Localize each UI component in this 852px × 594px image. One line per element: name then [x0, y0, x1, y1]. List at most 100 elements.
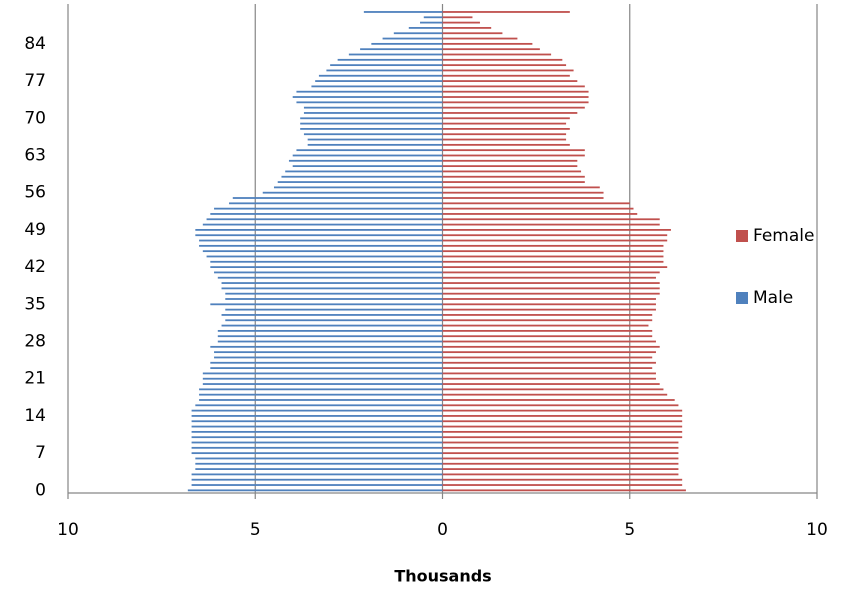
bar	[296, 90, 443, 93]
bar	[300, 128, 443, 130]
bar	[442, 11, 570, 13]
bar	[292, 154, 443, 157]
bar	[442, 473, 679, 476]
bar	[330, 64, 443, 67]
bar	[191, 484, 443, 486]
bar	[348, 53, 443, 56]
bar	[225, 319, 443, 322]
bar	[393, 32, 443, 35]
bar	[442, 213, 638, 215]
bar	[408, 27, 443, 29]
legend-swatch	[736, 230, 748, 242]
bar	[442, 276, 656, 279]
bar	[442, 159, 578, 162]
bar	[442, 415, 683, 417]
bar	[191, 420, 443, 423]
bar	[229, 202, 443, 205]
bar	[191, 446, 443, 449]
bar	[442, 335, 653, 338]
bar	[442, 409, 683, 412]
bar	[191, 473, 443, 476]
bar	[442, 446, 679, 449]
bar	[442, 404, 679, 407]
bar	[195, 234, 443, 237]
bar	[442, 64, 567, 67]
bar	[382, 37, 443, 40]
bar	[442, 117, 570, 120]
bar	[442, 319, 653, 322]
bar	[442, 345, 660, 348]
bar	[442, 356, 653, 359]
bar	[296, 149, 443, 152]
bar	[214, 351, 443, 354]
y-tick-label: 21	[24, 369, 46, 389]
bar	[300, 117, 443, 120]
bar	[442, 197, 604, 199]
bar	[442, 90, 589, 93]
bar	[442, 271, 660, 274]
bar	[217, 329, 443, 332]
bar	[442, 255, 664, 258]
bar	[225, 292, 443, 295]
bar	[191, 415, 443, 417]
bar	[442, 128, 570, 130]
bar	[442, 298, 656, 300]
bar	[442, 468, 679, 470]
x-tick-label: 10	[806, 520, 828, 540]
bar	[210, 303, 443, 306]
bar	[442, 287, 660, 290]
bar	[214, 356, 443, 359]
bar	[442, 351, 656, 354]
bar	[210, 266, 443, 269]
y-tick-label: 77	[24, 71, 46, 91]
y-tick-label: 14	[24, 406, 46, 426]
y-tick-label: 0	[35, 480, 46, 500]
bar	[202, 372, 443, 375]
bar	[210, 213, 443, 215]
y-tick-label: 28	[24, 332, 46, 352]
bar	[442, 324, 649, 327]
bar	[442, 202, 630, 205]
bar	[307, 143, 443, 146]
bar	[442, 260, 664, 263]
bar	[442, 393, 668, 396]
y-tick-label: 84	[24, 34, 46, 54]
bar	[363, 11, 443, 13]
bar	[442, 478, 683, 481]
bar	[442, 53, 552, 56]
bar	[221, 314, 443, 316]
bar	[442, 85, 585, 88]
bar	[442, 223, 660, 226]
bar	[199, 388, 443, 391]
bar	[442, 69, 574, 72]
bar	[442, 191, 604, 194]
bar	[303, 133, 443, 136]
bar	[303, 106, 443, 109]
bar	[442, 58, 563, 61]
legend-label: Male	[753, 288, 793, 308]
bar	[318, 74, 443, 77]
bar	[303, 112, 443, 114]
bar	[217, 340, 443, 343]
bar	[199, 239, 443, 242]
bar	[442, 32, 503, 35]
bar	[199, 393, 443, 396]
bar	[442, 484, 683, 486]
bar	[292, 96, 443, 98]
bar	[442, 149, 585, 152]
bar	[262, 191, 443, 194]
bar	[296, 101, 443, 104]
bar	[442, 42, 533, 45]
bar	[442, 282, 660, 284]
bar	[191, 441, 443, 444]
bar	[442, 112, 578, 114]
bar	[191, 452, 443, 455]
bar	[371, 42, 443, 45]
bar	[191, 478, 443, 481]
bar	[326, 69, 443, 72]
bar	[273, 186, 443, 189]
bar	[442, 308, 656, 311]
bar	[210, 260, 443, 263]
x-tick-label: 5	[624, 520, 635, 540]
y-tick-label: 7	[35, 443, 46, 463]
